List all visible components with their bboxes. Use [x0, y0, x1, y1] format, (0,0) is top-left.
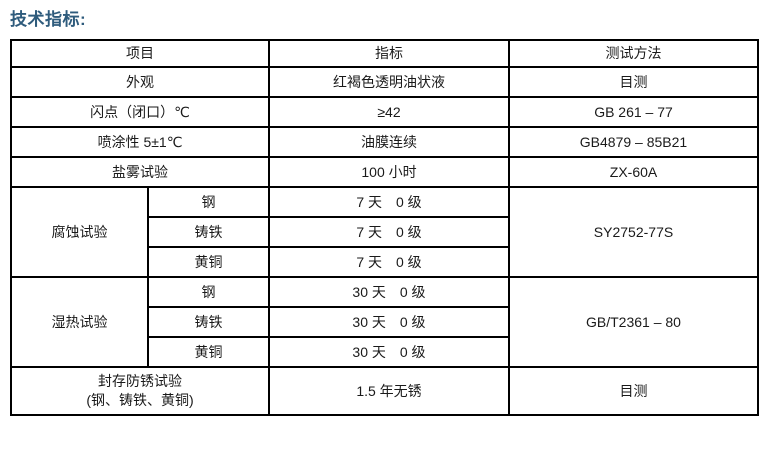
row-sprayability: 喷涂性 5±1℃ 油膜连续 GB4879 – 85B21 [10, 126, 759, 158]
row-storage-rust: 封存防锈试验 (钢、铸铁、黄铜) 1.5 年无锈 目测 [10, 366, 759, 416]
row-appearance: 外观 红褐色透明油状液 目测 [10, 66, 759, 98]
cell-item-line2: (钢、铸铁、黄铜) [86, 392, 194, 408]
cell-item: 盐雾试验 [10, 156, 270, 188]
table-header-row: 项目 指标 测试方法 [10, 39, 759, 68]
cell-material: 钢 [147, 186, 270, 218]
header-indicator: 指标 [268, 39, 510, 68]
cell-material: 铸铁 [147, 216, 270, 248]
cell-item: 外观 [10, 66, 270, 98]
header-method: 测试方法 [508, 39, 759, 68]
cell-damp-heat-group: 湿热试验 [10, 276, 149, 368]
cell-indicator: 1.5 年无锈 [268, 366, 510, 416]
page-title: 技术指标: [10, 10, 87, 29]
row-corrosion-steel: 腐蚀试验 钢 7 天 0 级 SY2752-77S [10, 186, 759, 278]
cell-indicator: 红褐色透明油状液 [268, 66, 510, 98]
cell-indicator: 30 天 0 级 [268, 336, 510, 368]
cell-indicator: ≥42 [268, 96, 510, 128]
cell-indicator: 7 天 0 级 [268, 186, 510, 218]
row-salt-spray: 盐雾试验 100 小时 ZX-60A [10, 156, 759, 188]
cell-material: 黄铜 [147, 336, 270, 368]
cell-indicator: 7 天 0 级 [268, 216, 510, 248]
cell-item: 闪点（闭口）℃ [10, 96, 270, 128]
cell-material: 黄铜 [147, 246, 270, 278]
cell-method: GB 261 – 77 [508, 96, 759, 128]
cell-indicator: 7 天 0 级 [268, 246, 510, 278]
spec-table: 项目 指标 测试方法 外观 红褐色透明油状液 目测 闪点（闭口）℃ ≥42 GB… [10, 39, 759, 416]
row-damp-heat-cast-iron: 铸铁 30 天 0 级 [11, 306, 758, 338]
cell-method: 目测 [508, 66, 759, 98]
row-damp-heat-brass: 黄铜 30 天 0 级 [11, 336, 758, 368]
cell-method: 目测 [508, 366, 759, 416]
cell-item: 喷涂性 5±1℃ [10, 126, 270, 158]
cell-item-line1: 封存防锈试验 [98, 373, 182, 390]
row-flash-point: 闪点（闭口）℃ ≥42 GB 261 – 77 [10, 96, 759, 128]
cell-indicator: 30 天 0 级 [268, 306, 510, 338]
cell-indicator: 100 小时 [268, 156, 510, 188]
cell-method: GB4879 – 85B21 [508, 126, 759, 158]
cell-material: 钢 [147, 276, 270, 308]
row-corrosion-brass: 黄铜 7 天 0 级 [11, 246, 758, 278]
cell-material: 铸铁 [147, 306, 270, 338]
cell-damp-heat-method: GB/T2361 – 80 [508, 276, 759, 368]
cell-method: ZX-60A [508, 156, 759, 188]
cell-item: 封存防锈试验 (钢、铸铁、黄铜) [10, 366, 270, 416]
row-damp-heat-steel: 湿热试验 钢 30 天 0 级 GB/T2361 – 80 [10, 276, 759, 368]
row-corrosion-cast-iron: 铸铁 7 天 0 级 [11, 216, 758, 248]
cell-indicator: 油膜连续 [268, 126, 510, 158]
header-item: 项目 [10, 39, 270, 68]
cell-indicator: 30 天 0 级 [268, 276, 510, 308]
cell-corrosion-group: 腐蚀试验 [10, 186, 149, 278]
cell-corrosion-method: SY2752-77S [508, 186, 759, 278]
